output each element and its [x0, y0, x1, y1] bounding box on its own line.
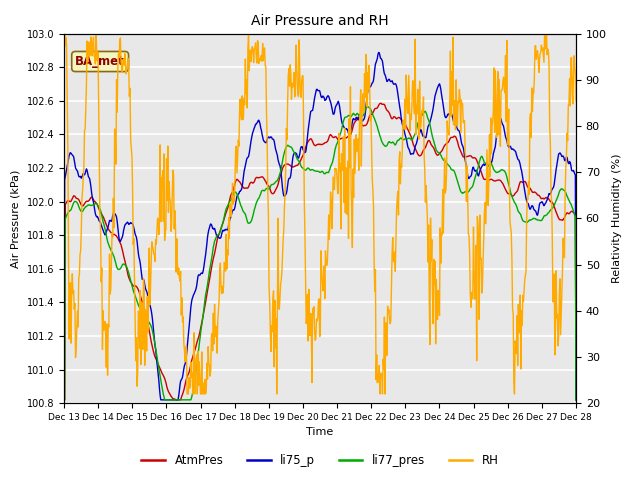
Line: li77_pres: li77_pres: [64, 107, 576, 400]
AtmPres: [378, 100, 385, 106]
AtmPres: [502, 187, 509, 192]
RH: [388, 283, 396, 288]
li77_pres: [364, 104, 371, 109]
li75_p: [387, 79, 395, 84]
RH: [61, 31, 68, 36]
Text: BA_met: BA_met: [76, 55, 125, 68]
AtmPres: [572, 397, 580, 403]
li75_p: [371, 66, 379, 72]
li75_p: [92, 211, 99, 216]
RH: [60, 51, 68, 57]
X-axis label: Time: Time: [307, 428, 333, 437]
li75_p: [572, 397, 580, 403]
li77_pres: [92, 201, 99, 206]
li77_pres: [449, 167, 457, 173]
RH: [450, 122, 458, 128]
Y-axis label: Air Pressure (kPa): Air Pressure (kPa): [11, 169, 21, 267]
li75_p: [502, 134, 509, 140]
li77_pres: [372, 118, 380, 124]
Line: RH: RH: [64, 34, 576, 394]
RH: [502, 119, 510, 125]
RH: [359, 93, 367, 99]
AtmPres: [387, 114, 395, 120]
li75_p: [60, 397, 68, 403]
li75_p: [449, 116, 457, 121]
li75_p: [358, 116, 365, 121]
RH: [92, 31, 100, 36]
li77_pres: [502, 170, 509, 176]
AtmPres: [449, 134, 457, 140]
li77_pres: [60, 397, 68, 403]
RH: [372, 377, 380, 383]
li77_pres: [387, 140, 395, 145]
AtmPres: [371, 106, 379, 112]
AtmPres: [358, 120, 365, 126]
Title: Air Pressure and RH: Air Pressure and RH: [251, 14, 389, 28]
Line: AtmPres: AtmPres: [64, 103, 576, 400]
li75_p: [375, 49, 383, 55]
Line: li75_p: li75_p: [64, 52, 576, 400]
li77_pres: [572, 397, 580, 403]
AtmPres: [60, 397, 68, 403]
RH: [572, 98, 580, 104]
Legend: AtmPres, li75_p, li77_pres, RH: AtmPres, li75_p, li77_pres, RH: [137, 449, 503, 472]
AtmPres: [92, 199, 99, 205]
li77_pres: [358, 114, 365, 120]
Y-axis label: Relativity Humidity (%): Relativity Humidity (%): [612, 154, 622, 283]
RH: [183, 391, 191, 397]
